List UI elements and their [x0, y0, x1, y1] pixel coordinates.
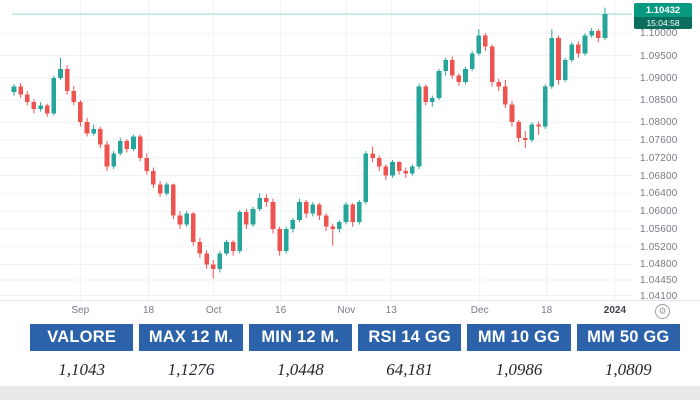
- table-value-cell: 1,1043: [30, 353, 134, 386]
- axis-settings-icon[interactable]: ⚙: [655, 304, 670, 319]
- stats-header-row: VALORE MAX 12 M. MIN 12 M. RSI 14 GG MM 10 G…: [30, 324, 680, 351]
- stats-value-row: 1,1043 1,1276 1,0448 64,181 1,0986 1,0809: [30, 353, 680, 386]
- chart-canvas[interactable]: [0, 0, 632, 300]
- time-axis-year-label: 2024: [603, 305, 627, 316]
- price-axis-label: 1.06800: [640, 170, 678, 182]
- table-header-cell: RSI 14 GG: [357, 324, 462, 351]
- price-axis-label: 1.04450: [640, 275, 678, 286]
- time-axis-label: Oct: [205, 305, 222, 316]
- time-axis-label: 18: [541, 305, 553, 316]
- price-axis-label: 1.04800: [640, 259, 678, 271]
- price-axis[interactable]: 1.10000 1.09500 1.09000 1.08500 1.08000 1.076…: [632, 0, 700, 302]
- time-axis-label: 13: [385, 305, 397, 316]
- price-axis-label: 1.04100: [640, 290, 678, 302]
- last-price-value: 1.10432: [634, 3, 692, 18]
- time-axis-label: Sep: [71, 305, 90, 316]
- time-axis-label: Nov: [337, 305, 356, 316]
- time-axis-label: 18: [142, 305, 155, 316]
- stats-table: VALORE MAX 12 M. MIN 12 M. RSI 14 GG MM 10 G…: [30, 324, 680, 386]
- table-header-cell: MM 50 GG: [576, 324, 680, 351]
- price-axis-label: 1.06000: [640, 206, 678, 218]
- time-axis-label: 16: [275, 305, 287, 316]
- price-axis-label: 1.06400: [640, 188, 678, 200]
- time-axis-label: Dec: [470, 305, 489, 316]
- table-value-cell: 1,0809: [576, 353, 680, 386]
- price-axis-label: 1.07600: [640, 135, 678, 146]
- price-axis-label: 1.09500: [640, 50, 678, 62]
- table-header-cell: MAX 12 M.: [139, 324, 243, 351]
- price-axis-label: 1.05600: [640, 223, 678, 235]
- table-header-cell: VALORE: [30, 324, 134, 351]
- last-price-badge: 1.10432 15:04:58: [634, 3, 692, 30]
- countdown-timer: 15:04:58: [634, 17, 692, 30]
- time-axis[interactable]: ⚙ Sep 18 Oct 16 Nov 13 Dec 18 2024: [0, 300, 700, 322]
- table-header-cell: MM 10 GG: [467, 324, 571, 351]
- price-axis-label: 1.08000: [640, 117, 678, 129]
- price-axis-label: 1.05200: [640, 241, 678, 253]
- price-axis-label: 1.08500: [640, 95, 678, 106]
- price-axis-label: 1.09000: [640, 72, 678, 84]
- candlestick-chart[interactable]: 1.10000 1.09500 1.09000 1.08500 1.08000 1.076…: [0, 0, 700, 322]
- table-value-cell: 64,181: [357, 353, 462, 386]
- price-axis-label: 1.07200: [640, 152, 678, 164]
- table-value-cell: 1,0986: [467, 353, 571, 386]
- chart-plot[interactable]: [0, 0, 632, 300]
- table-value-cell: 1,1276: [139, 353, 243, 386]
- table-header-cell: MIN 12 M.: [248, 324, 352, 351]
- bottom-strip: [0, 386, 700, 400]
- table-value-cell: 1,0448: [248, 353, 352, 386]
- price-axis-label: 1.10000: [640, 28, 678, 40]
